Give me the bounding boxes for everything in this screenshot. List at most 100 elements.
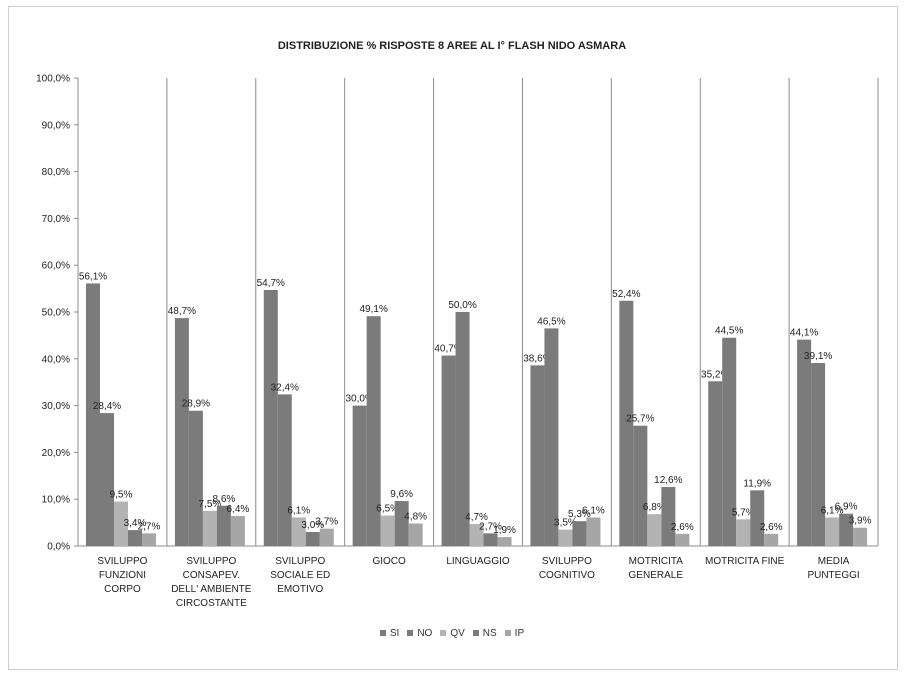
data-label: 4,8% — [404, 512, 427, 523]
bar-si — [708, 381, 723, 546]
data-label: 52,4% — [612, 289, 640, 300]
data-label: 5,7% — [732, 507, 755, 518]
x-tick-label: MEDIA — [818, 556, 850, 567]
legend-item-no: NO — [407, 628, 432, 639]
legend-label: QV — [450, 628, 465, 639]
x-tick-label: PUNTEGGI — [807, 570, 859, 581]
bar-no — [100, 413, 114, 546]
bar-ip — [853, 527, 868, 546]
data-label: 2,7% — [138, 521, 161, 532]
legend-label: SI — [389, 628, 400, 639]
bar-ip — [675, 533, 690, 546]
data-label: 3,4% — [124, 518, 147, 529]
data-label: 25,7% — [626, 414, 654, 425]
data-label: 40,7% — [434, 344, 462, 355]
y-tick-label: 70,0% — [42, 214, 70, 225]
x-tick-label: MOTRICITA — [629, 556, 684, 567]
bar-si — [619, 300, 634, 546]
x-tick-label: LINGUAGGIO — [446, 556, 510, 567]
data-label: 6,1% — [582, 505, 605, 516]
bar-qv — [558, 529, 573, 546]
data-label: 6,4% — [226, 504, 249, 515]
bar-qv — [469, 524, 484, 546]
data-label: 7,5% — [198, 499, 221, 510]
data-label: 6,8% — [643, 502, 666, 513]
data-label: 32,4% — [271, 382, 299, 393]
bar-no — [811, 363, 826, 546]
bar-no — [188, 410, 203, 546]
bar-ns — [483, 533, 498, 546]
legend-label: NS — [482, 628, 497, 639]
data-label: 48,7% — [168, 306, 196, 317]
legend-swatch — [472, 630, 479, 637]
data-label: 12,6% — [654, 475, 682, 486]
y-tick-label: 80,0% — [42, 167, 70, 178]
bar-si — [174, 318, 189, 546]
data-label: 8,6% — [212, 494, 235, 505]
bar-ip — [230, 516, 245, 546]
legend-item-si: SI — [379, 628, 400, 639]
data-label: 56,1% — [79, 271, 107, 282]
y-tick-label: 90,0% — [42, 120, 70, 131]
x-tick-label: CONSAPEV. — [183, 570, 240, 581]
data-label: 44,5% — [715, 326, 743, 337]
x-tick-label: FUNZIONI — [99, 570, 146, 581]
bar-si — [530, 365, 545, 546]
bar-no — [633, 425, 648, 546]
bar-qv — [647, 514, 662, 546]
x-tick-label: EMOTIVO — [277, 584, 323, 595]
bar-qv — [202, 510, 217, 546]
bar-ip — [764, 533, 779, 546]
data-label: 28,4% — [93, 401, 121, 412]
data-label: 3,5% — [554, 518, 577, 529]
legend-item-qv: QV — [440, 628, 465, 639]
chart-title: DISTRIBUZIONE % RISPOSTE 8 AREE AL I° FL… — [277, 40, 627, 52]
bar-si — [263, 290, 278, 546]
bar-qv — [825, 517, 840, 546]
x-tick-label: SOCIALE ED — [270, 570, 330, 581]
data-label: 49,1% — [359, 304, 387, 315]
data-label: 2,6% — [671, 522, 694, 533]
bar-qv — [736, 519, 751, 546]
legend-swatch — [440, 630, 447, 637]
bar-no — [277, 394, 292, 546]
bar-ns — [128, 530, 142, 546]
bar-ns — [305, 531, 320, 546]
x-tick-label: GIOCO — [372, 556, 406, 567]
data-label: 11,9% — [743, 478, 771, 489]
x-tick-label: MOTRICITA FINE — [705, 556, 785, 567]
bar-ip — [408, 523, 423, 546]
data-label: 54,7% — [257, 278, 285, 289]
y-tick-label: 30,0% — [42, 401, 70, 412]
bar-qv — [291, 517, 306, 546]
x-tick-label: SVILUPPO — [97, 556, 147, 567]
chart-legend: SI NO QV NS IP — [0, 628, 904, 639]
data-label: 2,7% — [479, 521, 502, 532]
data-label: 6,5% — [376, 504, 399, 515]
data-label: 6,1% — [821, 505, 844, 516]
data-label: 3,9% — [849, 516, 872, 527]
bar-ip — [319, 528, 334, 546]
legend-item-ip: IP — [504, 628, 525, 639]
chart-frame — [8, 6, 898, 670]
legend-item-ns: NS — [472, 628, 497, 639]
y-tick-label: 10,0% — [42, 495, 70, 506]
data-label: 9,6% — [390, 489, 413, 500]
bar-ns — [750, 490, 765, 546]
data-label: 39,1% — [804, 351, 832, 362]
bar-ns — [572, 521, 587, 546]
data-label: 5,3% — [568, 509, 591, 520]
data-label: 35,2% — [701, 369, 729, 380]
data-label: 3,0% — [301, 520, 324, 531]
y-tick-label: 100,0% — [36, 74, 70, 85]
x-tick-label: GENERALE — [629, 570, 684, 581]
bar-ns — [661, 487, 676, 546]
data-label: 6,1% — [287, 505, 310, 516]
y-tick-label: 20,0% — [42, 448, 70, 459]
legend-label: NO — [417, 628, 433, 639]
bar-ip — [586, 517, 601, 546]
x-tick-label: SVILUPPO — [542, 556, 592, 567]
legend-label: IP — [514, 628, 525, 639]
bar-qv — [114, 501, 128, 546]
